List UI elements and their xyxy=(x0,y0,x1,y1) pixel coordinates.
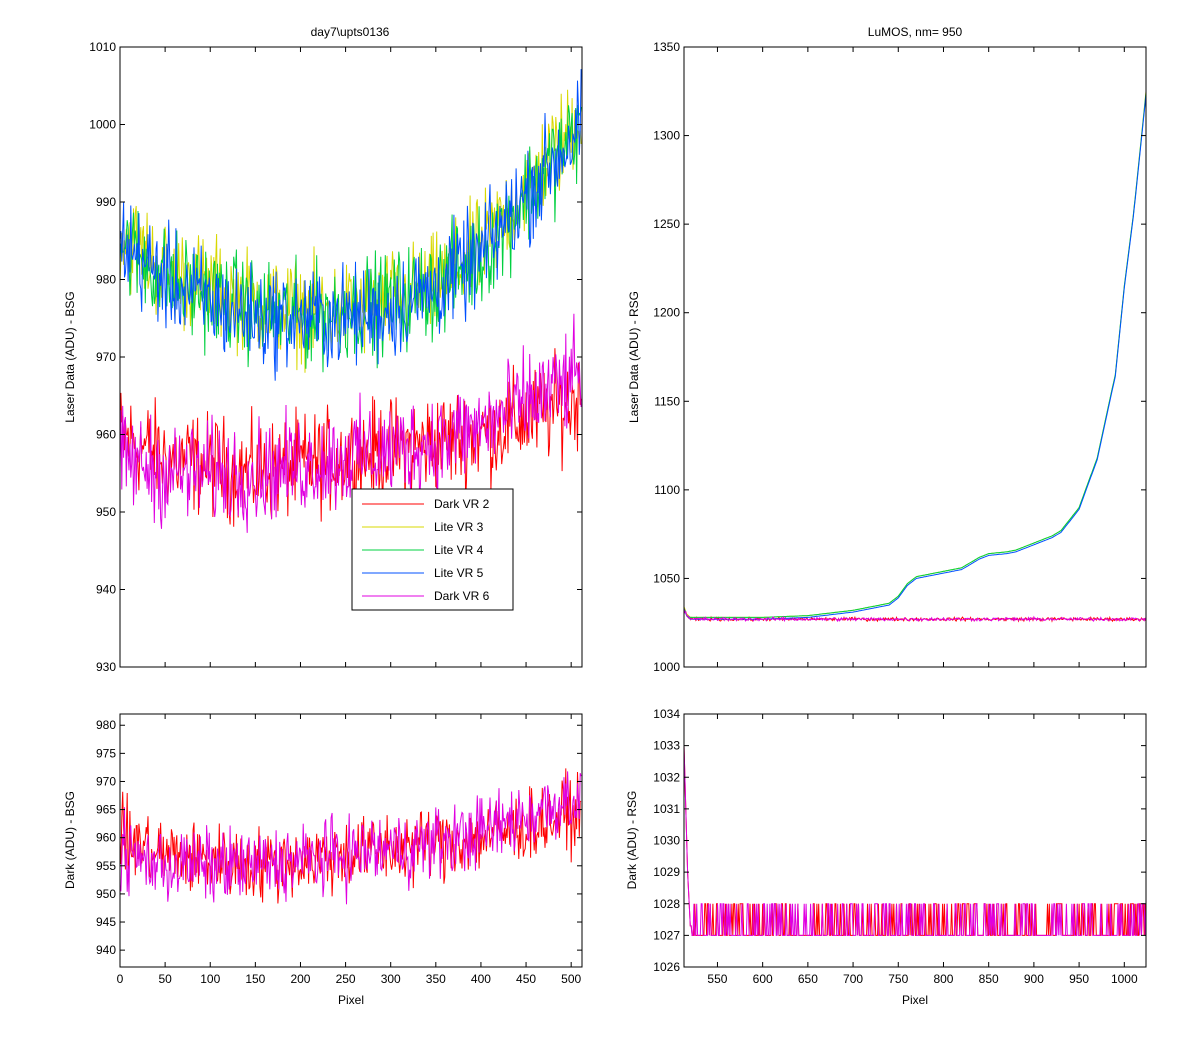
plot-bottom-left: 940 945 950 955 960 965 970 975 980 0 50 100 150 200 2… xyxy=(96,713,583,986)
plot-bottom-right: 1026 1027 1028 1029 1030 1031 1032 1033 1034 550 6… xyxy=(653,707,1147,986)
y-tick-label: 1350 xyxy=(653,40,680,54)
y-tick-label: 940 xyxy=(96,583,116,597)
y-tick-label: 1026 xyxy=(653,960,680,974)
y-tick-label: 1000 xyxy=(89,118,116,132)
title-top-right: LuMOS, nm= 950 xyxy=(868,25,963,39)
x-tick-label: 700 xyxy=(843,972,863,986)
y-tick-label: 980 xyxy=(96,718,116,732)
ylabel-bottom-left: Dark (ADU) - BSG xyxy=(63,791,77,889)
x-tick-label: 600 xyxy=(753,972,773,986)
y-tick-label: 1034 xyxy=(653,707,680,721)
series-line-dark-vr-6 xyxy=(120,771,582,905)
x-tick-label: 100 xyxy=(200,972,220,986)
xlabel-bottom-left: Pixel xyxy=(338,993,364,1007)
x-tick-label: 0 xyxy=(117,972,124,986)
x-tick-label: 750 xyxy=(888,972,908,986)
y-tick-label: 1027 xyxy=(653,928,680,942)
y-tick-label: 955 xyxy=(96,859,116,873)
plot-top-right: 1000 1050 1100 1150 1200 1250 1300 1350 xyxy=(653,40,1147,674)
y-tick-label: 970 xyxy=(96,774,116,788)
title-top-left: day7\upts0136 xyxy=(311,25,390,39)
ylabel-top-left: Laser Data (ADU) - BSG xyxy=(63,291,77,422)
x-tick-label: 800 xyxy=(933,972,953,986)
panel-bottom-right: Dark (ADU) - RSG Pixel 10261027102810291… xyxy=(625,707,1147,1007)
y-tick-label: 950 xyxy=(96,887,116,901)
xlabel-bottom-right: Pixel xyxy=(902,993,928,1007)
y-tick-label: 1000 xyxy=(653,660,680,674)
x-tick-label: 200 xyxy=(290,972,310,986)
x-tick-label: 500 xyxy=(561,972,581,986)
y-tick-label: 1029 xyxy=(653,865,680,879)
panel-top-right: LuMOS, nm= 950 Laser Data (ADU) - RSG 10… xyxy=(627,25,1147,674)
series-group-top-right xyxy=(684,91,1146,623)
x-tick-label: 250 xyxy=(336,972,356,986)
series-line-dark-vr-6 xyxy=(684,745,1146,936)
legend-label: Lite VR 4 xyxy=(434,543,484,557)
legend-label: Dark VR 6 xyxy=(434,589,490,603)
y-tick-label: 1250 xyxy=(653,217,680,231)
legend-label: Lite VR 5 xyxy=(434,566,484,580)
panel-top-left: day7\upts0136 Laser Data (ADU) - BSG 930… xyxy=(63,25,583,674)
series-line-lite-vr-4 xyxy=(684,93,1146,618)
series-line-lite-vr-5 xyxy=(120,69,582,381)
ylabel-top-right: Laser Data (ADU) - RSG xyxy=(627,291,641,423)
x-tick-label: 50 xyxy=(158,972,172,986)
y-tick-label: 1100 xyxy=(654,483,680,497)
y-tick-label: 1200 xyxy=(653,306,680,320)
axes-box xyxy=(683,46,1147,668)
legend: Dark VR 2 Lite VR 3 Lite VR 4 Lite VR 5 Dark… xyxy=(351,488,514,611)
x-tick-label: 950 xyxy=(1069,972,1089,986)
series-group-top-left xyxy=(120,69,582,533)
x-tick-label: 450 xyxy=(516,972,536,986)
y-tick-label: 1032 xyxy=(653,770,680,784)
x-tick-label: 350 xyxy=(426,972,446,986)
legend-label: Dark VR 2 xyxy=(434,497,490,511)
x-tick-label: 650 xyxy=(798,972,818,986)
y-tick-label: 1031 xyxy=(653,802,680,816)
panel-bottom-left: Dark (ADU) - BSG Pixel 940 945 950 955 960 96… xyxy=(63,713,583,1007)
x-tick-label: 300 xyxy=(381,972,401,986)
x-tick-label: 1000 xyxy=(1111,972,1138,986)
y-tick-label: 980 xyxy=(96,273,116,287)
series-line-dark-vr-2 xyxy=(120,348,582,527)
x-tick-label: 550 xyxy=(707,972,727,986)
series-line-dark-vr-6 xyxy=(120,313,582,533)
x-tick-label: 900 xyxy=(1024,972,1044,986)
y-tick-label: 945 xyxy=(96,915,116,929)
y-tick-label: 1028 xyxy=(653,897,680,911)
x-tick-label: 150 xyxy=(245,972,265,986)
series-group-bottom-left xyxy=(120,768,582,905)
y-tick-label: 940 xyxy=(96,943,116,957)
ylabel-bottom-right: Dark (ADU) - RSG xyxy=(625,791,639,890)
y-tick-label: 1030 xyxy=(653,834,680,848)
y-tick-label: 950 xyxy=(96,505,116,519)
series-line-dark-vr-6 xyxy=(684,608,1146,623)
y-tick-label: 960 xyxy=(96,831,116,845)
y-tick-label: 975 xyxy=(96,746,116,760)
series-line-lite-vr-3 xyxy=(120,89,582,373)
x-tick-label: 400 xyxy=(471,972,491,986)
series-group-bottom-right xyxy=(684,745,1146,936)
y-tick-label: 1010 xyxy=(89,40,116,54)
axes-box xyxy=(119,713,583,968)
y-tick-label: 990 xyxy=(96,195,116,209)
legend-label: Lite VR 3 xyxy=(434,520,484,534)
y-tick-label: 930 xyxy=(96,660,116,674)
y-tick-label: 965 xyxy=(96,803,116,817)
y-tick-label: 970 xyxy=(96,350,116,364)
y-tick-label: 1150 xyxy=(654,394,680,408)
y-tick-label: 1050 xyxy=(653,571,680,585)
y-tick-label: 1300 xyxy=(653,129,680,143)
y-tick-label: 960 xyxy=(96,428,116,442)
y-tick-label: 1033 xyxy=(653,739,680,753)
plot-top-left: 930 940 950 960 970 980 990 1000 1010 xyxy=(89,40,583,674)
x-tick-label: 850 xyxy=(979,972,999,986)
